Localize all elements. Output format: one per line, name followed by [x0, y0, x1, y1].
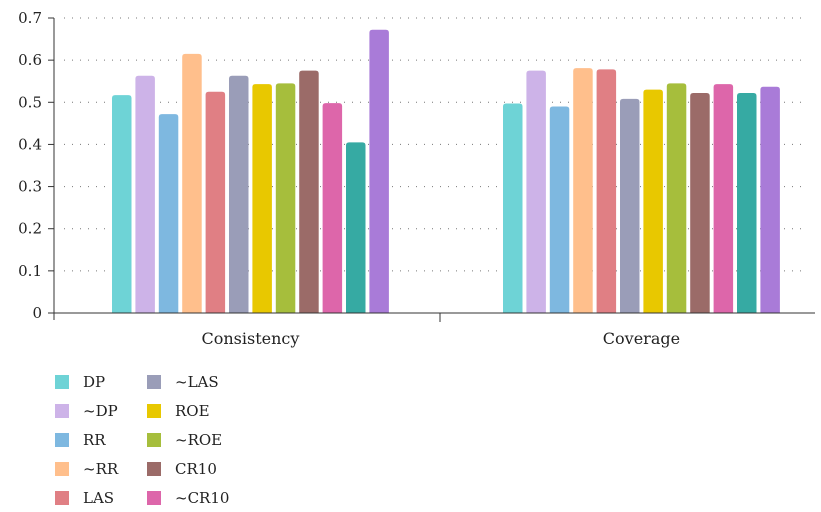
- legend-label: DP: [83, 373, 105, 391]
- bar-not-cr10-coverage: [713, 84, 734, 314]
- legend-swatch: [147, 462, 161, 476]
- legend-swatch: [147, 491, 161, 505]
- x-category-label: Coverage: [603, 329, 680, 348]
- y-axis-ticks: 0 0.1 0.2 0.3 0.4 0.5 0.6 0.7: [18, 9, 54, 322]
- legend-swatch: [147, 433, 161, 447]
- y-tick-label: 0.3: [18, 178, 42, 196]
- legend-swatch: [55, 375, 69, 389]
- bar-not-roe-coverage: [666, 83, 687, 313]
- bar-not-las-coverage: [620, 98, 640, 314]
- bar-series-11-coverage: [737, 93, 757, 313]
- bar-series-12-consistency: [369, 29, 389, 314]
- x-axis-categories: Consistency Coverage: [201, 313, 680, 348]
- y-tick-label: 0.1: [18, 262, 42, 280]
- legend-swatch: [147, 375, 161, 389]
- legend-swatch: [147, 404, 161, 418]
- bar-series-11-consistency: [346, 142, 366, 313]
- bar-not-roe-consistency: [275, 83, 296, 313]
- bar-dp-coverage: [503, 103, 523, 313]
- legend-label: ~CR10: [175, 489, 229, 507]
- bar-not-dp-coverage: [526, 70, 546, 313]
- bar-cr10-coverage: [690, 93, 710, 313]
- bar-not-rr-coverage: [573, 68, 593, 314]
- y-tick-label: 0.5: [18, 93, 42, 111]
- bar-las-coverage: [596, 69, 617, 314]
- legend-label: ~ROE: [175, 431, 222, 449]
- bar-roe-consistency: [252, 84, 272, 314]
- bar-las-consistency: [205, 91, 226, 313]
- bar-roe-coverage: [643, 89, 663, 314]
- legend-label: ROE: [175, 402, 210, 420]
- y-tick-label: 0.6: [18, 51, 42, 69]
- bar-dp-consistency: [112, 95, 132, 313]
- legend-label: ~LAS: [175, 373, 219, 391]
- y-tick-label: 0: [32, 304, 42, 322]
- bars: [112, 29, 780, 314]
- legend-swatch: [55, 491, 69, 505]
- bar-rr-coverage: [549, 106, 570, 313]
- legend: DP ~DP RR ~RR LAS ~LAS ROE ~ROE CR10 ~CR10: [55, 373, 229, 507]
- y-tick-label: 0.4: [18, 135, 42, 153]
- bar-not-dp-consistency: [135, 75, 155, 313]
- legend-label: RR: [83, 431, 106, 449]
- bar-cr10-consistency: [299, 70, 319, 313]
- bar-series-12-coverage: [760, 86, 780, 313]
- bar-not-cr10-consistency: [322, 103, 343, 313]
- x-category-label: Consistency: [201, 329, 299, 348]
- legend-label: CR10: [175, 460, 217, 478]
- axes: [53, 18, 815, 320]
- y-tick-label: 0.2: [18, 220, 42, 238]
- legend-label: ~DP: [83, 402, 118, 420]
- legend-swatch: [55, 433, 69, 447]
- bar-not-las-consistency: [229, 75, 249, 313]
- legend-label: LAS: [83, 489, 114, 507]
- bar-rr-consistency: [158, 114, 179, 313]
- legend-swatch: [55, 404, 69, 418]
- legend-label: ~RR: [83, 460, 119, 478]
- y-tick-label: 0.7: [18, 9, 42, 27]
- bar-not-rr-consistency: [182, 53, 202, 313]
- legend-swatch: [55, 462, 69, 476]
